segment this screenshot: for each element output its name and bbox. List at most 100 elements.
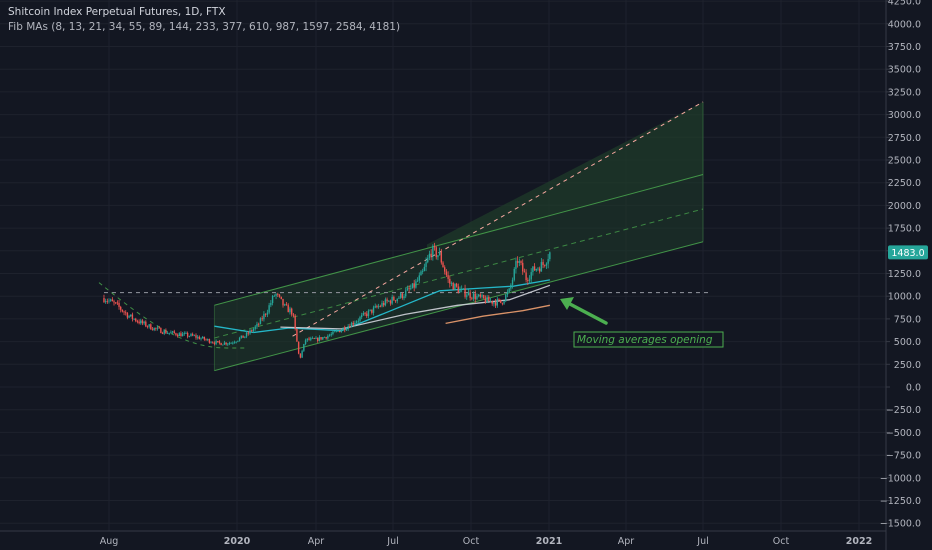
candle-body[interactable] [544,265,546,266]
candle-body[interactable] [330,334,332,336]
candle-body[interactable] [538,268,541,272]
candle-body[interactable] [401,293,404,299]
candle-body[interactable] [460,288,463,290]
candle-body[interactable] [173,331,175,334]
candle-body[interactable] [218,341,221,343]
candle-body[interactable] [183,333,185,334]
candle-body[interactable] [322,337,324,340]
candle-body[interactable] [382,302,385,306]
candle-body[interactable] [168,332,170,334]
candle-body[interactable] [494,302,497,306]
candle-body[interactable] [109,299,112,301]
candle-body[interactable] [208,339,211,343]
candle-body[interactable] [299,353,302,358]
candle-body[interactable] [140,320,142,324]
candle-body[interactable] [527,280,529,281]
candle-body[interactable] [114,302,117,304]
candle-body[interactable] [275,293,277,296]
candle-body[interactable] [131,314,134,319]
candle-body[interactable] [547,259,549,264]
candle-body[interactable] [350,322,353,328]
candle-body[interactable] [423,266,426,272]
candle-body[interactable] [296,328,298,342]
candle-body[interactable] [138,321,140,324]
candle-body[interactable] [103,298,105,303]
candle-body[interactable] [450,283,453,284]
candle-body[interactable] [249,330,251,334]
candle-body[interactable] [193,335,196,337]
candle-body[interactable] [466,295,468,297]
candle-body[interactable] [242,335,244,338]
candle-body[interactable] [530,272,532,280]
price-axis[interactable]: 4250.0 4000.0 3750.0 3500.0 3250.0 3000.0 2750… [880,0,921,530]
candle-body[interactable] [420,271,422,276]
candle-body[interactable] [225,342,227,345]
candle-body[interactable] [118,302,120,307]
candle-body[interactable] [290,308,293,315]
candle-body[interactable] [469,292,471,298]
candle-body[interactable] [501,302,504,304]
candle-body[interactable] [376,306,378,308]
candle-body[interactable] [349,326,351,328]
candle-body[interactable] [447,275,449,279]
candle-body[interactable] [545,263,548,266]
candle-body[interactable] [180,333,182,337]
candle-body[interactable] [440,252,443,263]
candle-body[interactable] [203,336,206,340]
candle-body[interactable] [145,321,147,327]
candle-body[interactable] [477,294,480,297]
candle-body[interactable] [297,341,300,354]
candle-body[interactable] [522,262,524,272]
candle-body[interactable] [244,336,246,338]
candle-body[interactable] [220,342,222,346]
candle-body[interactable] [304,340,307,344]
candle-body[interactable] [273,295,276,297]
candle-body[interactable] [316,337,319,342]
candle-body[interactable] [442,262,444,268]
candle-body[interactable] [406,288,409,291]
candle-body[interactable] [347,326,349,330]
candle-body[interactable] [217,341,219,342]
candle-body[interactable] [467,292,470,296]
candle-body[interactable] [178,333,180,337]
candle-body[interactable] [323,337,326,338]
candle-body[interactable] [328,335,331,336]
candle-body[interactable] [141,320,144,324]
candle-body[interactable] [360,315,363,318]
candle-body[interactable] [108,300,110,302]
candle-body[interactable] [389,300,392,304]
candle-body[interactable] [457,286,459,293]
candle-body[interactable] [435,247,437,258]
candle-body[interactable] [150,324,152,330]
candle-body[interactable] [120,306,122,310]
candle-body[interactable] [354,322,356,325]
candle-body[interactable] [155,327,157,329]
candle-body[interactable] [510,284,512,289]
candle-body[interactable] [345,329,348,331]
candle-body[interactable] [505,294,507,302]
candle-body[interactable] [116,302,119,304]
candle-body[interactable] [344,327,346,331]
candle-body[interactable] [175,333,177,336]
candle-body[interactable] [486,296,488,303]
candle-body[interactable] [303,343,305,351]
candle-body[interactable] [235,341,237,343]
candle-body[interactable] [261,318,263,320]
candle-body[interactable] [111,299,114,302]
candle-body[interactable] [213,342,216,344]
candle-body[interactable] [201,336,204,339]
candle-body[interactable] [415,281,417,288]
candle-body[interactable] [160,328,162,334]
candle-body[interactable] [464,288,466,297]
candle-body[interactable] [372,307,375,313]
candle-body[interactable] [165,330,167,334]
candle-body[interactable] [399,293,402,298]
candle-body[interactable] [277,293,279,295]
candle-body[interactable] [232,342,234,344]
candle-body[interactable] [245,332,248,337]
candle-body[interactable] [254,326,256,329]
candle-body[interactable] [161,333,164,334]
candle-body[interactable] [146,326,149,328]
candle-body[interactable] [508,288,510,293]
candle-body[interactable] [263,313,265,320]
